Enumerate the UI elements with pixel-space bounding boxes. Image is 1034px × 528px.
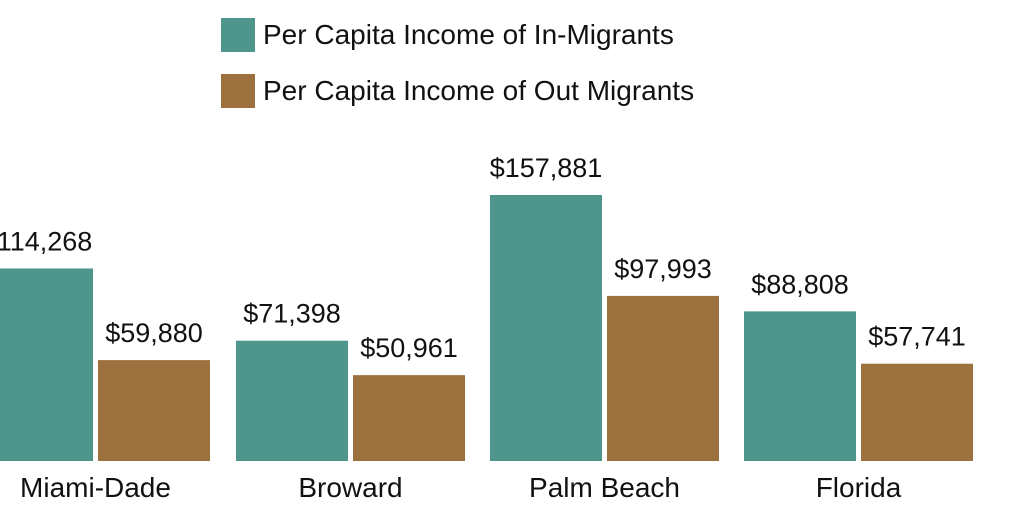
category-label-florida: Florida: [816, 472, 902, 503]
bar-palm-beach-in-migrants: [490, 195, 602, 461]
category-label-broward: Broward: [298, 472, 402, 503]
category-label-palm-beach: Palm Beach: [529, 472, 680, 503]
legend-swatch-out-migrants: [221, 74, 255, 108]
value-label-palm-beach-in-migrants: $157,881: [490, 153, 603, 183]
bar-florida-out-migrants: [861, 363, 973, 461]
bar-broward-in-migrants: [236, 340, 348, 461]
bar-broward-out-migrants: [353, 375, 465, 461]
legend-label-out-migrants: Per Capita Income of Out Migrants: [263, 75, 694, 106]
value-label-palm-beach-out-migrants: $97,993: [614, 254, 712, 284]
bar-florida-in-migrants: [744, 311, 856, 461]
legend-swatch-in-migrants: [221, 18, 255, 52]
value-labels: $114,268 $59,880 $71,398 $50,961 $157,881 $97…: [0, 153, 966, 363]
category-labels: Miami-Dade Broward Palm Beach Florida: [20, 472, 902, 503]
bar-group: [0, 195, 973, 461]
value-label-broward-out-migrants: $50,961: [360, 333, 458, 363]
bar-palm-beach-out-migrants: [607, 295, 719, 461]
category-label-miami-dade: Miami-Dade: [20, 472, 171, 503]
legend-label-in-migrants: Per Capita Income of In-Migrants: [263, 19, 674, 50]
value-label-miami-dade-in-migrants: $114,268: [0, 226, 92, 256]
value-label-florida-out-migrants: $57,741: [868, 322, 966, 352]
bar-miami-dade-in-migrants: [0, 268, 93, 461]
value-label-broward-in-migrants: $71,398: [243, 299, 341, 329]
value-label-florida-in-migrants: $88,808: [751, 269, 849, 299]
value-label-miami-dade-out-migrants: $59,880: [105, 318, 203, 348]
chart-legend: Per Capita Income of In-Migrants Per Capi…: [221, 18, 694, 108]
bar-miami-dade-out-migrants: [98, 360, 210, 461]
